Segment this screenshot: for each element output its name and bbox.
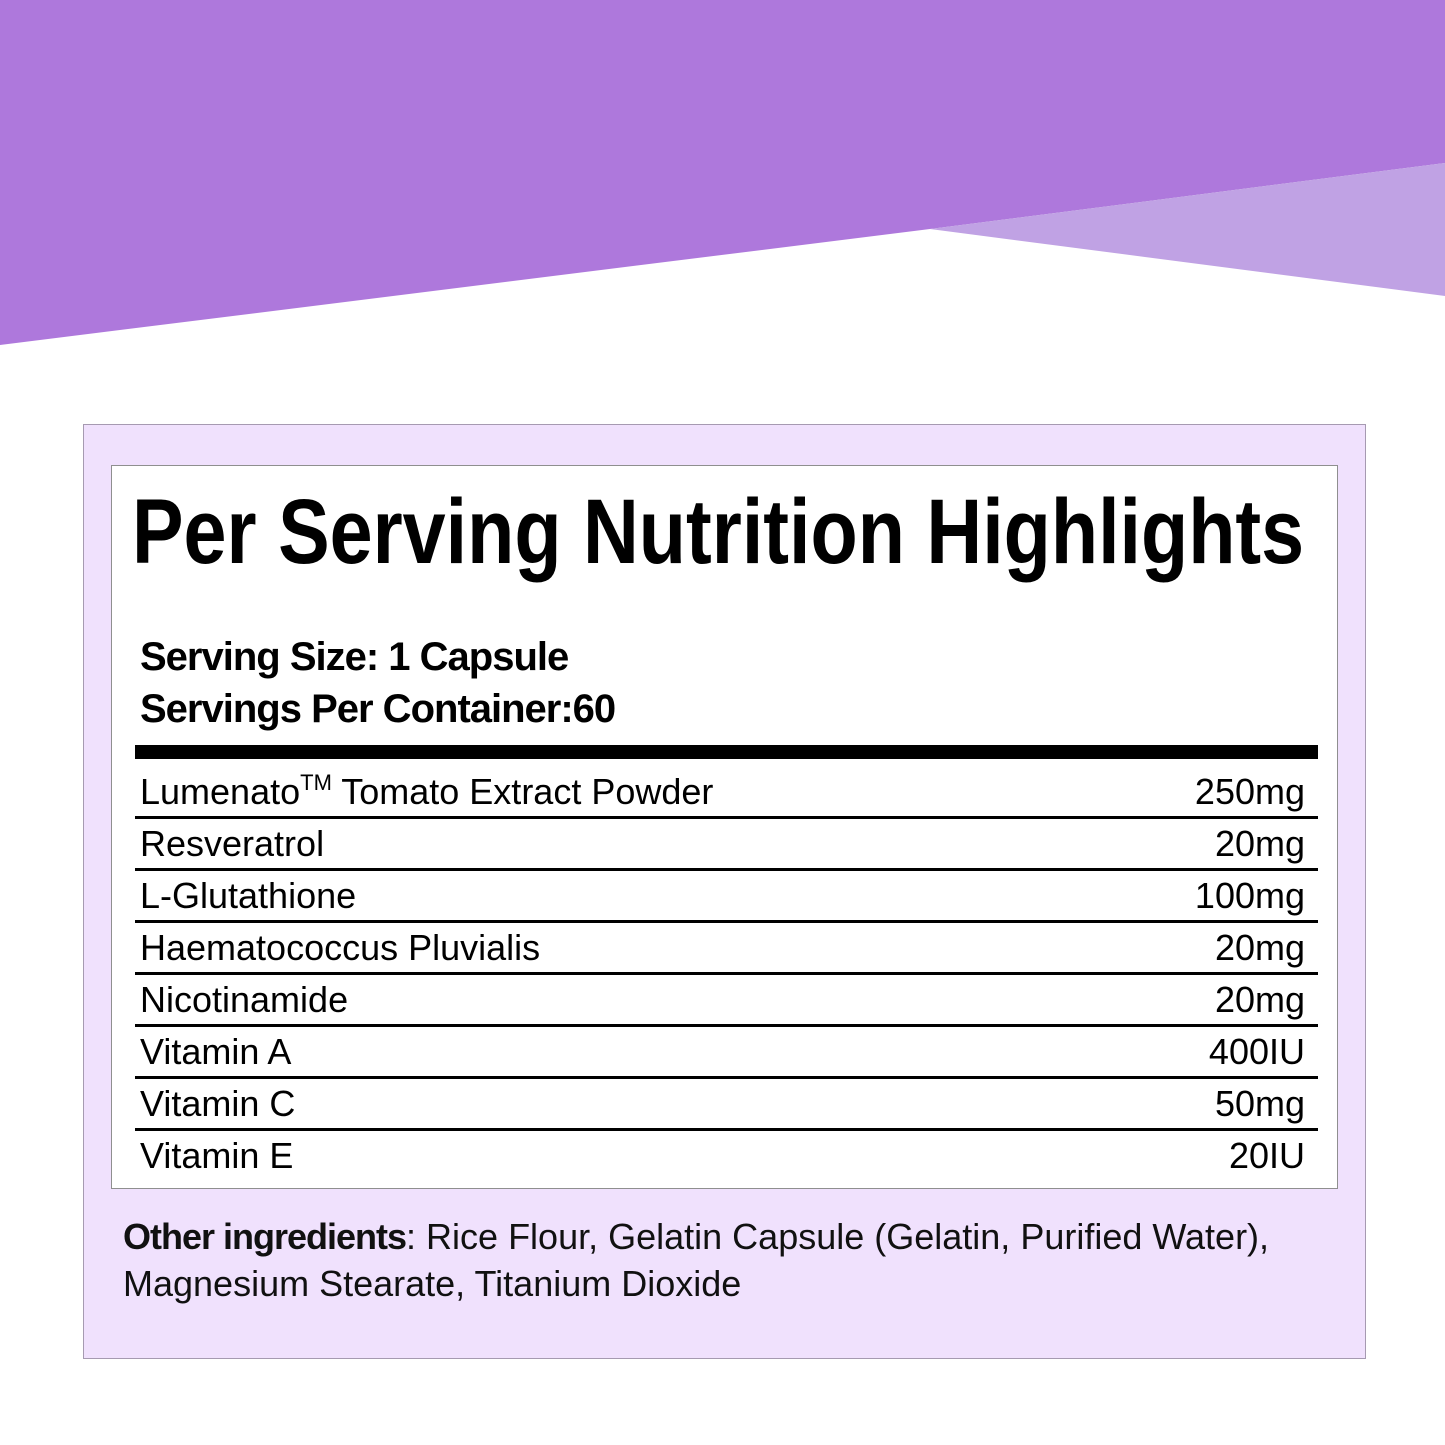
ingredient-row: Nicotinamide 20mg <box>135 975 1318 1027</box>
ingredient-row: Vitamin A 400IU <box>135 1027 1318 1079</box>
ingredient-name: Nicotinamide <box>140 979 349 1020</box>
section-divider <box>135 745 1318 759</box>
ingredient-row: LumenatoTM Tomato Extract Powder 250mg <box>135 767 1318 819</box>
ingredient-amount: 400IU <box>1208 1031 1305 1072</box>
ingredient-amount: 20IU <box>1228 1135 1305 1176</box>
ingredient-amount: 100mg <box>1194 875 1305 916</box>
ingredient-name: Resveratrol <box>140 823 325 864</box>
ingredient-row: Vitamin C 50mg <box>135 1079 1318 1131</box>
decorative-banner <box>0 0 1445 345</box>
ingredient-amount: 20mg <box>1214 823 1305 864</box>
other-ingredients-label: Other ingredients <box>123 1216 407 1257</box>
banner-shape-secondary <box>930 163 1445 296</box>
other-ingredients: Other ingredients: Rice Flour, Gelatin C… <box>123 1213 1323 1307</box>
ingredient-row: L-Glutathione 100mg <box>135 871 1318 923</box>
ingredient-name: L-Glutathione <box>140 875 357 916</box>
trademark-mark: TM <box>300 770 332 795</box>
ingredient-name: Haematococcus Pluvialis <box>140 927 541 968</box>
ingredient-amount: 50mg <box>1214 1083 1305 1124</box>
ingredient-amount: 250mg <box>1194 771 1305 812</box>
serving-size: Serving Size: 1 Capsule <box>140 635 569 679</box>
nutrition-facts-box: Per Serving Nutrition Highlights Serving… <box>111 465 1338 1189</box>
ingredient-row: Resveratrol 20mg <box>135 819 1318 871</box>
ingredient-amount: 20mg <box>1214 979 1305 1020</box>
facts-title: Per Serving Nutrition Highlights <box>132 481 1305 583</box>
ingredient-name: Vitamin E <box>140 1135 294 1176</box>
ingredient-row: Vitamin E 20IU <box>135 1131 1318 1180</box>
ingredient-row: Haematococcus Pluvialis 20mg <box>135 923 1318 975</box>
ingredient-list: LumenatoTM Tomato Extract Powder 250mg R… <box>135 767 1318 1180</box>
banner-shape-primary <box>0 0 1445 345</box>
servings-per-container: Servings Per Container:60 <box>140 687 616 731</box>
ingredient-name: Vitamin C <box>140 1083 296 1124</box>
ingredient-name: LumenatoTM Tomato Extract Powder <box>140 770 714 812</box>
ingredient-name: Vitamin A <box>140 1031 292 1072</box>
other-ingredients-text: : Rice Flour, Gelatin Capsule (Gelatin, … <box>123 1216 1270 1304</box>
ingredient-amount: 20mg <box>1214 927 1305 968</box>
